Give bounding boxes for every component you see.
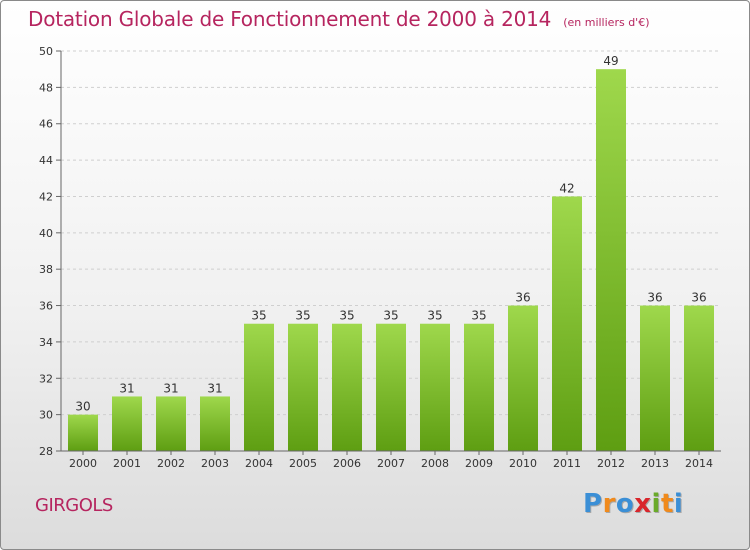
data-labels: 30 31 31 31 35 35 35 35 35 35 36 42 49 36 36 (75, 54, 706, 413)
logo-letter: r (602, 489, 616, 519)
bar (112, 396, 142, 451)
x-tick-label: 2005 (289, 457, 317, 470)
data-label: 42 (559, 181, 574, 195)
x-tick-label: 2012 (597, 457, 625, 470)
x-tick-label: 2001 (113, 457, 141, 470)
data-label: 35 (471, 309, 486, 323)
y-tick-label: 28 (39, 445, 53, 458)
y-tick-label: 36 (39, 300, 53, 313)
bar (200, 396, 230, 451)
logo-letter: P (583, 489, 603, 519)
data-label: 35 (427, 309, 442, 323)
bar (68, 414, 98, 451)
x-tick-label: 2002 (157, 457, 185, 470)
data-label: 35 (383, 309, 398, 323)
x-tick-label: 2013 (641, 457, 669, 470)
bar (552, 196, 582, 451)
y-tick-label: 40 (39, 227, 53, 240)
y-tick-label: 44 (39, 154, 53, 167)
chart-unit-note: (en milliers d'€) (563, 16, 650, 29)
commune-name: GIRGOLS (35, 495, 113, 516)
x-tick-label: 2007 (377, 457, 405, 470)
bar (288, 323, 318, 451)
data-label: 31 (163, 381, 178, 395)
bar (640, 305, 670, 451)
x-tick-label: 2008 (421, 457, 449, 470)
chart-title: Dotation Globale de Fonctionnement de 20… (28, 7, 649, 31)
bar (332, 323, 362, 451)
y-tick-label: 34 (39, 336, 53, 349)
x-tick-label: 2010 (509, 457, 537, 470)
y-tick-label: 46 (39, 118, 53, 131)
logo-letter: i (651, 489, 661, 519)
x-tick-label: 2014 (685, 457, 713, 470)
x-tick-label: 2003 (201, 457, 229, 470)
logo-letter: i (673, 489, 684, 519)
chart-title-text: Dotation Globale de Fonctionnement de 20… (28, 7, 552, 31)
bar (244, 323, 274, 451)
bar (508, 305, 538, 451)
data-label: 49 (603, 54, 618, 68)
y-tick-label: 32 (39, 372, 53, 385)
data-label: 30 (75, 400, 90, 414)
data-label: 36 (647, 291, 662, 305)
x-tick-label: 2011 (553, 457, 581, 470)
y-tick-label: 50 (39, 45, 53, 58)
x-tick-label: 2004 (245, 457, 273, 470)
bars (68, 69, 714, 451)
bar (684, 305, 714, 451)
x-tick-label: 2000 (69, 457, 97, 470)
axes: 28 30 32 34 36 38 40 42 44 46 48 50 2000 2001 2002 2003… (39, 45, 721, 470)
logo-letter: x (634, 489, 652, 519)
logo-letter: o (615, 489, 635, 519)
data-label: 36 (691, 291, 706, 305)
y-tick-label: 38 (39, 263, 53, 276)
data-label: 36 (515, 291, 530, 305)
bar (420, 323, 450, 451)
y-tick-label: 48 (39, 81, 53, 94)
y-tick-label: 42 (39, 190, 53, 203)
x-tick-label: 2009 (465, 457, 493, 470)
data-label: 31 (207, 381, 222, 395)
bar (596, 69, 626, 451)
data-label: 35 (251, 309, 266, 323)
bar (376, 323, 406, 451)
logo-letter: t (660, 489, 674, 519)
data-label: 35 (339, 309, 354, 323)
bar (464, 323, 494, 451)
y-tick-label: 30 (39, 409, 53, 422)
data-label: 31 (119, 381, 134, 395)
x-tick-label: 2006 (333, 457, 361, 470)
bar (156, 396, 186, 451)
data-label: 35 (295, 309, 310, 323)
